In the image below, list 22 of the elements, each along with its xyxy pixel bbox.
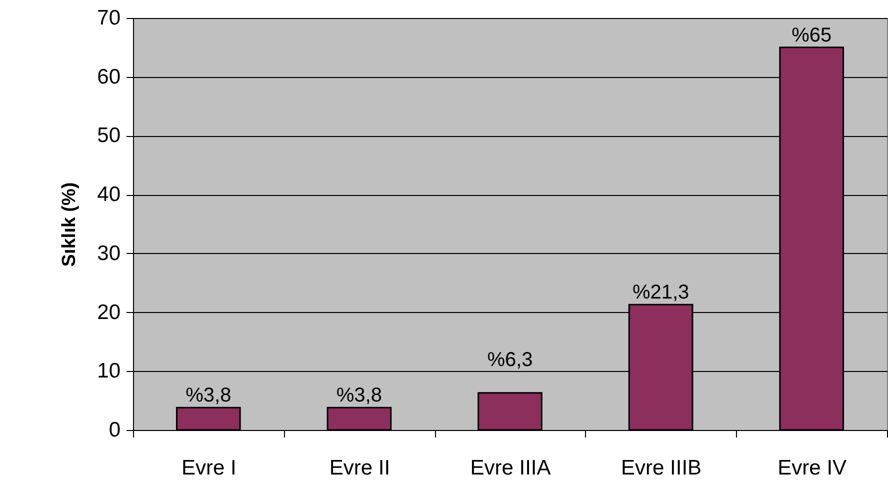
y-tick-label: 10 xyxy=(97,360,120,383)
y-tick-label: 60 xyxy=(97,65,120,88)
data-label: %3,8 xyxy=(186,384,232,407)
y-axis-title: Sıklık (%) xyxy=(59,182,80,267)
bar xyxy=(326,406,392,431)
y-tick-label: 70 xyxy=(97,6,120,30)
data-label: %21,3 xyxy=(632,282,690,304)
bar xyxy=(478,392,542,431)
y-tick-label: 20 xyxy=(97,300,120,324)
y-tick-label: 0 xyxy=(108,418,120,442)
y-tick-label: 40 xyxy=(97,183,120,206)
x-tick-label: Evre I xyxy=(181,456,236,480)
x-tick-label: Evre IIIA xyxy=(470,456,551,480)
y-tick-label: 30 xyxy=(97,242,120,265)
data-label: %3,8 xyxy=(336,384,382,407)
bar xyxy=(176,406,241,431)
y-tick-label: 50 xyxy=(97,124,120,148)
data-label: %65 xyxy=(792,24,832,46)
data-label: %6,3 xyxy=(487,348,533,371)
x-tick-label: Evre IIIB xyxy=(621,456,702,480)
x-tick-label: Evre IV xyxy=(778,456,847,480)
x-tick-label: Evre II xyxy=(329,456,390,480)
